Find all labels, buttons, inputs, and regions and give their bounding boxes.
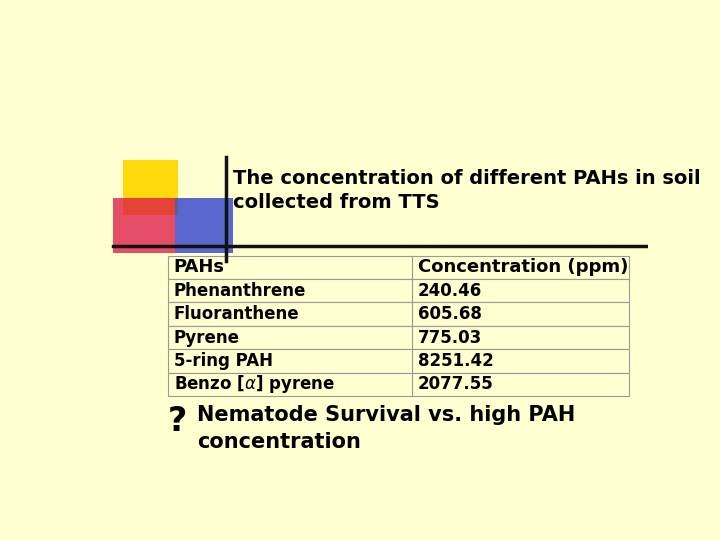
Text: Pyrene: Pyrene: [174, 328, 240, 347]
Text: 5-ring PAH: 5-ring PAH: [174, 352, 273, 370]
Text: 240.46: 240.46: [418, 282, 482, 300]
FancyBboxPatch shape: [168, 373, 629, 396]
Text: 775.03: 775.03: [418, 328, 482, 347]
FancyBboxPatch shape: [122, 159, 179, 215]
FancyBboxPatch shape: [168, 349, 629, 373]
Text: Concentration (ppm): Concentration (ppm): [418, 259, 628, 276]
FancyBboxPatch shape: [168, 256, 629, 279]
FancyBboxPatch shape: [175, 198, 233, 253]
Text: 8251.42: 8251.42: [418, 352, 494, 370]
Text: Nematode Survival vs. high PAH: Nematode Survival vs. high PAH: [197, 405, 575, 425]
FancyBboxPatch shape: [113, 198, 175, 253]
Text: 2077.55: 2077.55: [418, 375, 494, 393]
Text: Phenanthrene: Phenanthrene: [174, 282, 306, 300]
FancyBboxPatch shape: [168, 279, 629, 302]
Text: Fluoranthene: Fluoranthene: [174, 305, 300, 323]
FancyBboxPatch shape: [168, 326, 629, 349]
Text: Benzo [$\alpha$] pyrene: Benzo [$\alpha$] pyrene: [174, 373, 335, 395]
FancyBboxPatch shape: [168, 302, 629, 326]
Text: ?: ?: [168, 405, 186, 438]
Text: concentration: concentration: [197, 432, 361, 452]
Text: The concentration of different PAHs in soil
collected from TTS: The concentration of different PAHs in s…: [233, 168, 701, 212]
Text: PAHs: PAHs: [174, 259, 225, 276]
Text: 605.68: 605.68: [418, 305, 482, 323]
